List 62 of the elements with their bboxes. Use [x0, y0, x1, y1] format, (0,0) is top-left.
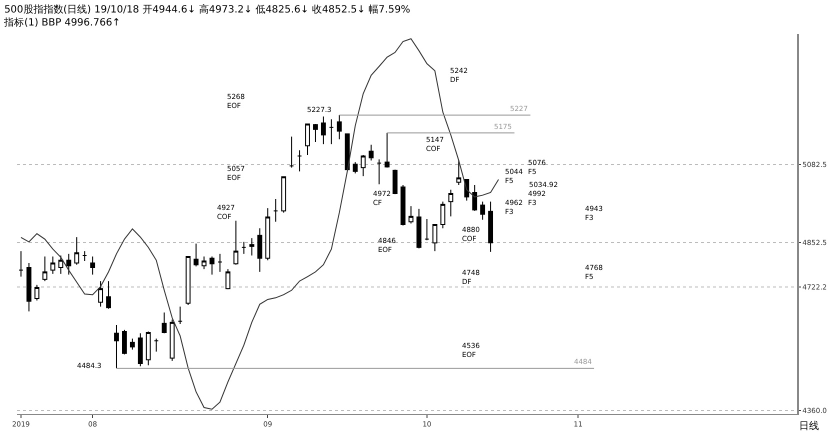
candlestick [90, 256, 96, 276]
candlestick [114, 324, 119, 369]
candlestick [392, 169, 398, 195]
candlestick [34, 284, 40, 302]
candlestick [376, 158, 382, 185]
candlestick [178, 306, 183, 325]
candlestick [50, 256, 56, 274]
candlestick [313, 123, 318, 143]
candlestick [42, 256, 48, 282]
candlestick [432, 224, 438, 252]
candlestick [82, 250, 88, 262]
candlestick [384, 132, 390, 168]
candlestick [146, 331, 151, 366]
candlestick [257, 228, 262, 272]
candlestick [98, 280, 104, 308]
candlestick [416, 208, 422, 249]
candlestick [186, 256, 191, 306]
candlestick [328, 118, 334, 145]
candlestick [106, 280, 111, 310]
candlestick [320, 116, 326, 145]
candlestick [18, 250, 24, 278]
candlestick [74, 236, 80, 266]
candlestick [305, 123, 310, 156]
candlestick [162, 312, 167, 334]
candlestick [400, 184, 406, 226]
candlestick [456, 160, 462, 186]
candlestick [154, 338, 159, 352]
candlestick [281, 176, 286, 214]
candlestick [336, 114, 342, 140]
candlestick [344, 133, 350, 170]
candlestick [241, 241, 246, 254]
candlestick [249, 238, 254, 256]
candlestick [424, 218, 430, 241]
candlestick [218, 253, 222, 272]
candlestick [26, 262, 32, 312]
candlestick [130, 338, 135, 350]
candlestick [368, 144, 374, 161]
candlestick [480, 201, 486, 220]
candlestick [233, 220, 238, 266]
candlestick [210, 256, 214, 276]
candlestick [194, 243, 199, 267]
candlestick [408, 206, 414, 224]
candlestick [202, 256, 206, 270]
candlestick [440, 201, 446, 229]
candlestick [360, 154, 366, 177]
text: 日线 [799, 420, 819, 432]
candlestick [472, 184, 478, 212]
chart-title: 500股指指数(日线) 19/10/18 开4944.6↓ 高4973.2↓ 低4825.6↓ 收4852.5↓ 幅7.59% [4, 3, 410, 16]
candlestick [297, 150, 302, 172]
candlestick [66, 253, 72, 276]
candlestick [58, 255, 64, 274]
candlestick [448, 189, 454, 217]
candlestick [225, 268, 230, 290]
chart-subtitle: 指标(1) BBP 4996.766↑ [3, 16, 121, 28]
candlestick [289, 136, 294, 168]
candlestick [138, 332, 143, 367]
candlestick [170, 319, 175, 362]
candlestick [265, 208, 270, 261]
candlestick [273, 198, 278, 222]
candlestick [122, 329, 127, 355]
candlestick [488, 201, 494, 252]
candlestick [352, 162, 358, 174]
